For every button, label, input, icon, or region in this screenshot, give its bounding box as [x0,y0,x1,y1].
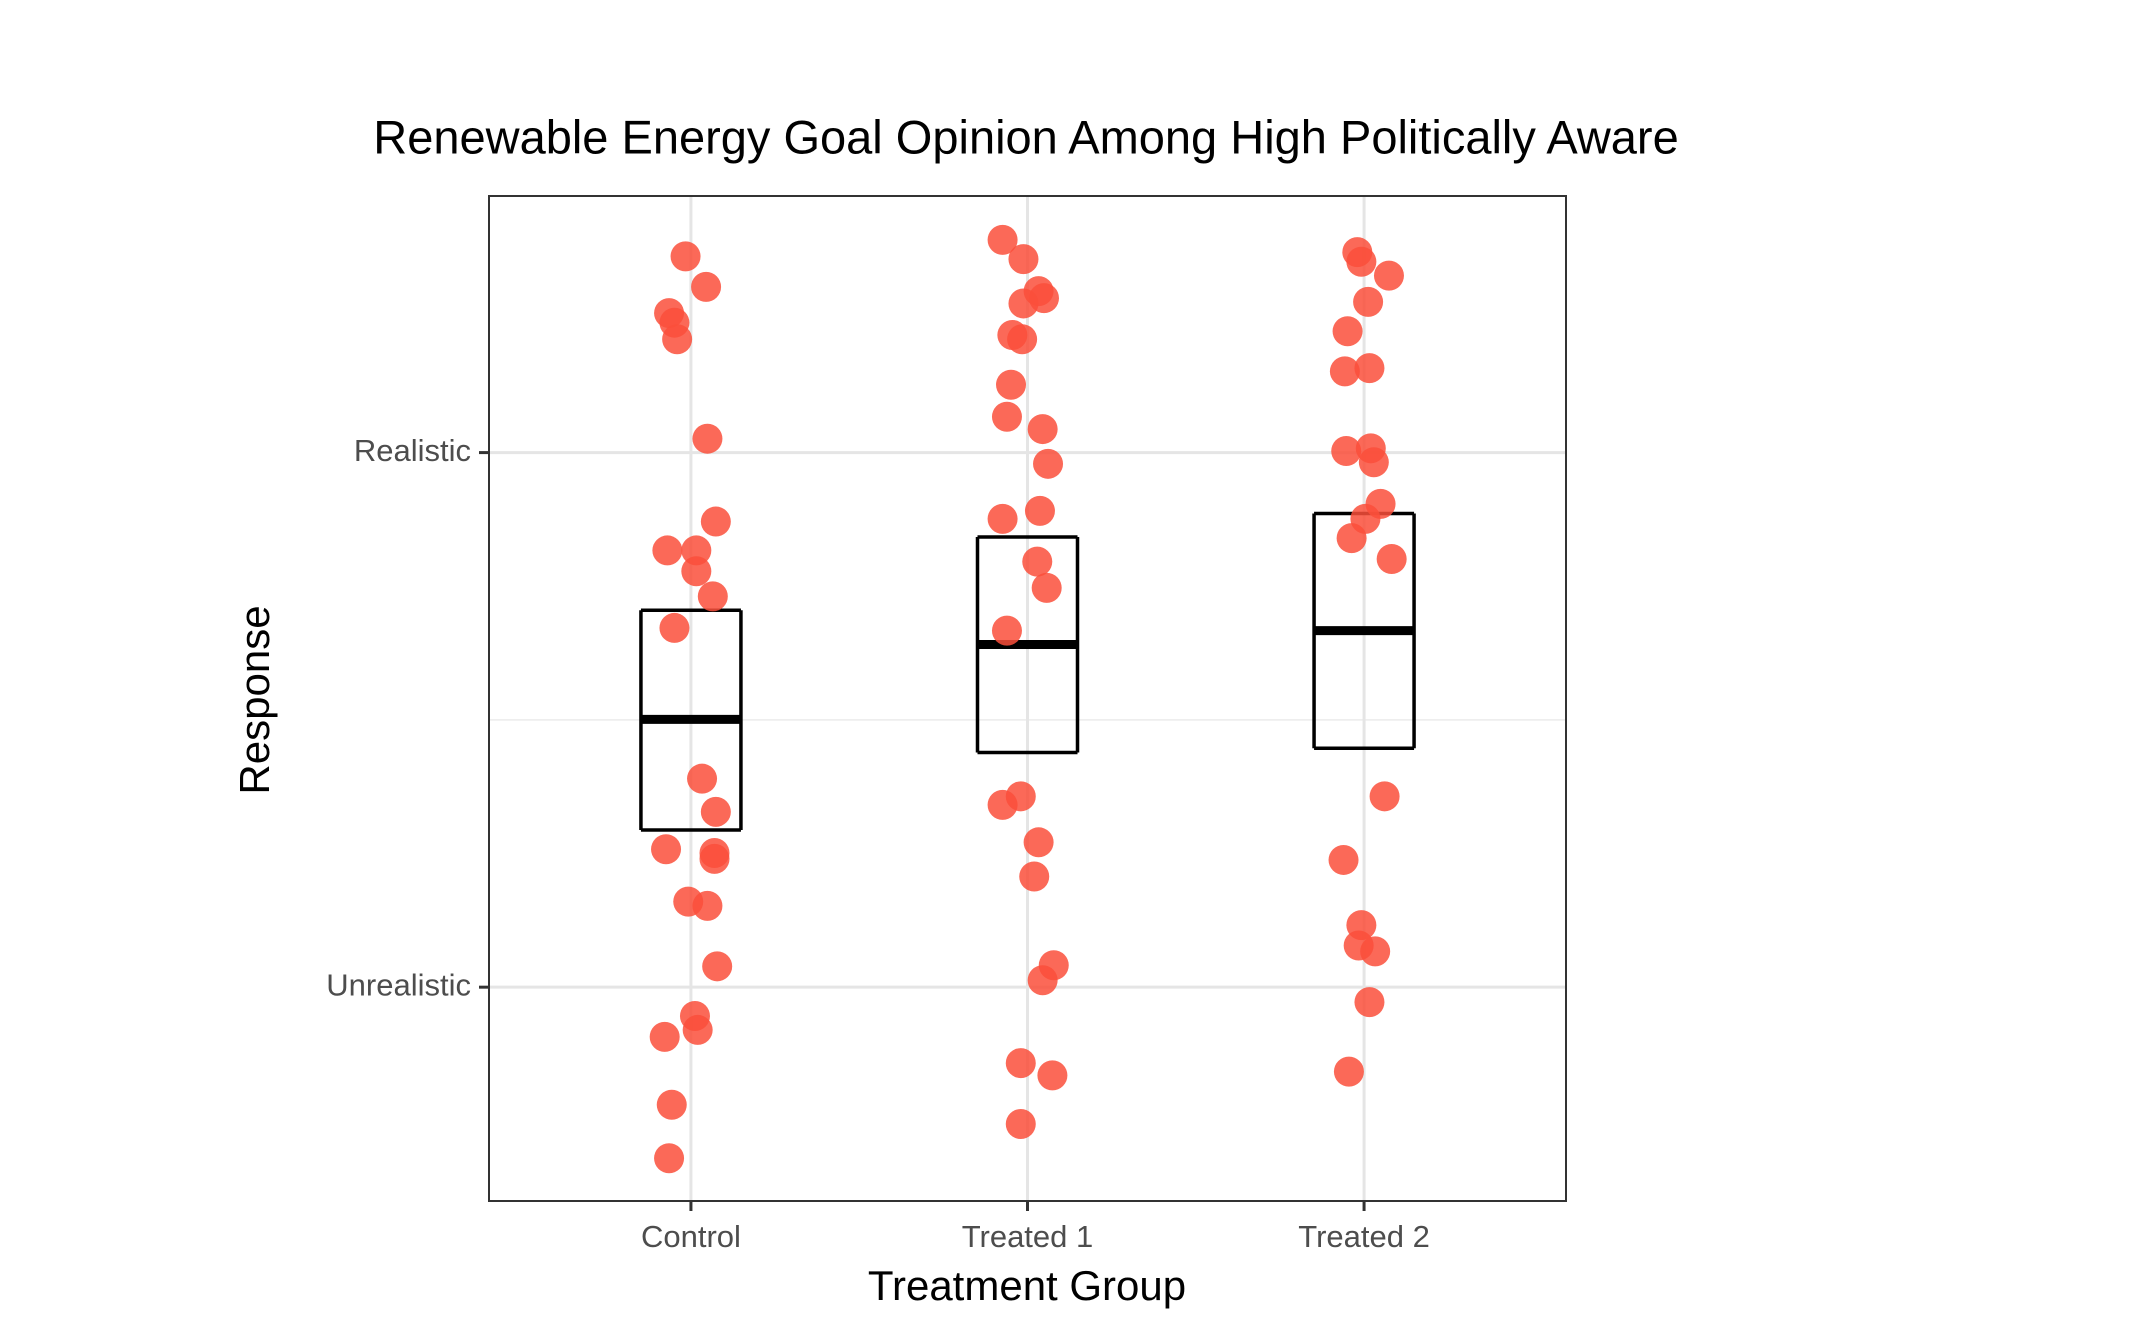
point [700,506,731,537]
point [987,789,1018,820]
point [1332,316,1363,347]
point [1005,1109,1036,1140]
point [662,324,693,355]
point [691,271,722,302]
point [1353,286,1384,317]
point [1027,414,1058,445]
point [681,556,712,587]
point [1037,1060,1068,1091]
point [700,796,731,827]
point [656,1089,687,1120]
point [1031,572,1062,603]
point [1331,435,1362,466]
point [1336,523,1367,554]
x-tick-label: Control [641,1219,741,1254]
point [670,241,701,272]
point [687,763,718,794]
y-tick-label: Realistic [354,433,471,468]
point [1369,781,1400,812]
point [1033,448,1064,479]
panel-border [488,195,1567,1202]
point [991,615,1022,646]
x-axis-label: Treatment Group [868,1262,1186,1309]
point [1328,844,1359,875]
point [1024,495,1055,526]
point [1022,546,1053,577]
point [1008,244,1039,275]
point [987,224,1018,255]
point [1373,260,1404,291]
point [1005,1048,1036,1079]
point [1019,861,1050,892]
point [1346,246,1377,277]
point [1329,356,1360,387]
point [692,423,723,454]
point [659,612,690,643]
x-tick-label: Treated 1 [962,1219,1094,1254]
point [681,535,712,566]
x-tick-label: Treated 2 [1298,1219,1430,1254]
point [649,1021,680,1052]
point [697,581,728,612]
point [987,503,1018,534]
point [1333,1056,1364,1087]
point [1354,987,1385,1018]
point [1360,936,1391,967]
y-axis-label: Response [231,605,278,794]
point [1008,288,1039,319]
point [1354,353,1385,384]
point [1358,447,1389,478]
point [1027,965,1058,996]
y-tick-label: Unrealistic [326,967,471,1002]
chart-title: Renewable Energy Goal Opinion Among High… [373,110,1678,163]
point [692,890,723,921]
point [1376,543,1407,574]
point [1007,324,1038,355]
point [651,834,682,865]
point [699,843,730,874]
point [682,1014,713,1045]
point [652,535,683,566]
point [996,369,1027,400]
point [654,1143,685,1174]
point [1023,827,1054,858]
point [702,951,733,982]
point [991,401,1022,432]
